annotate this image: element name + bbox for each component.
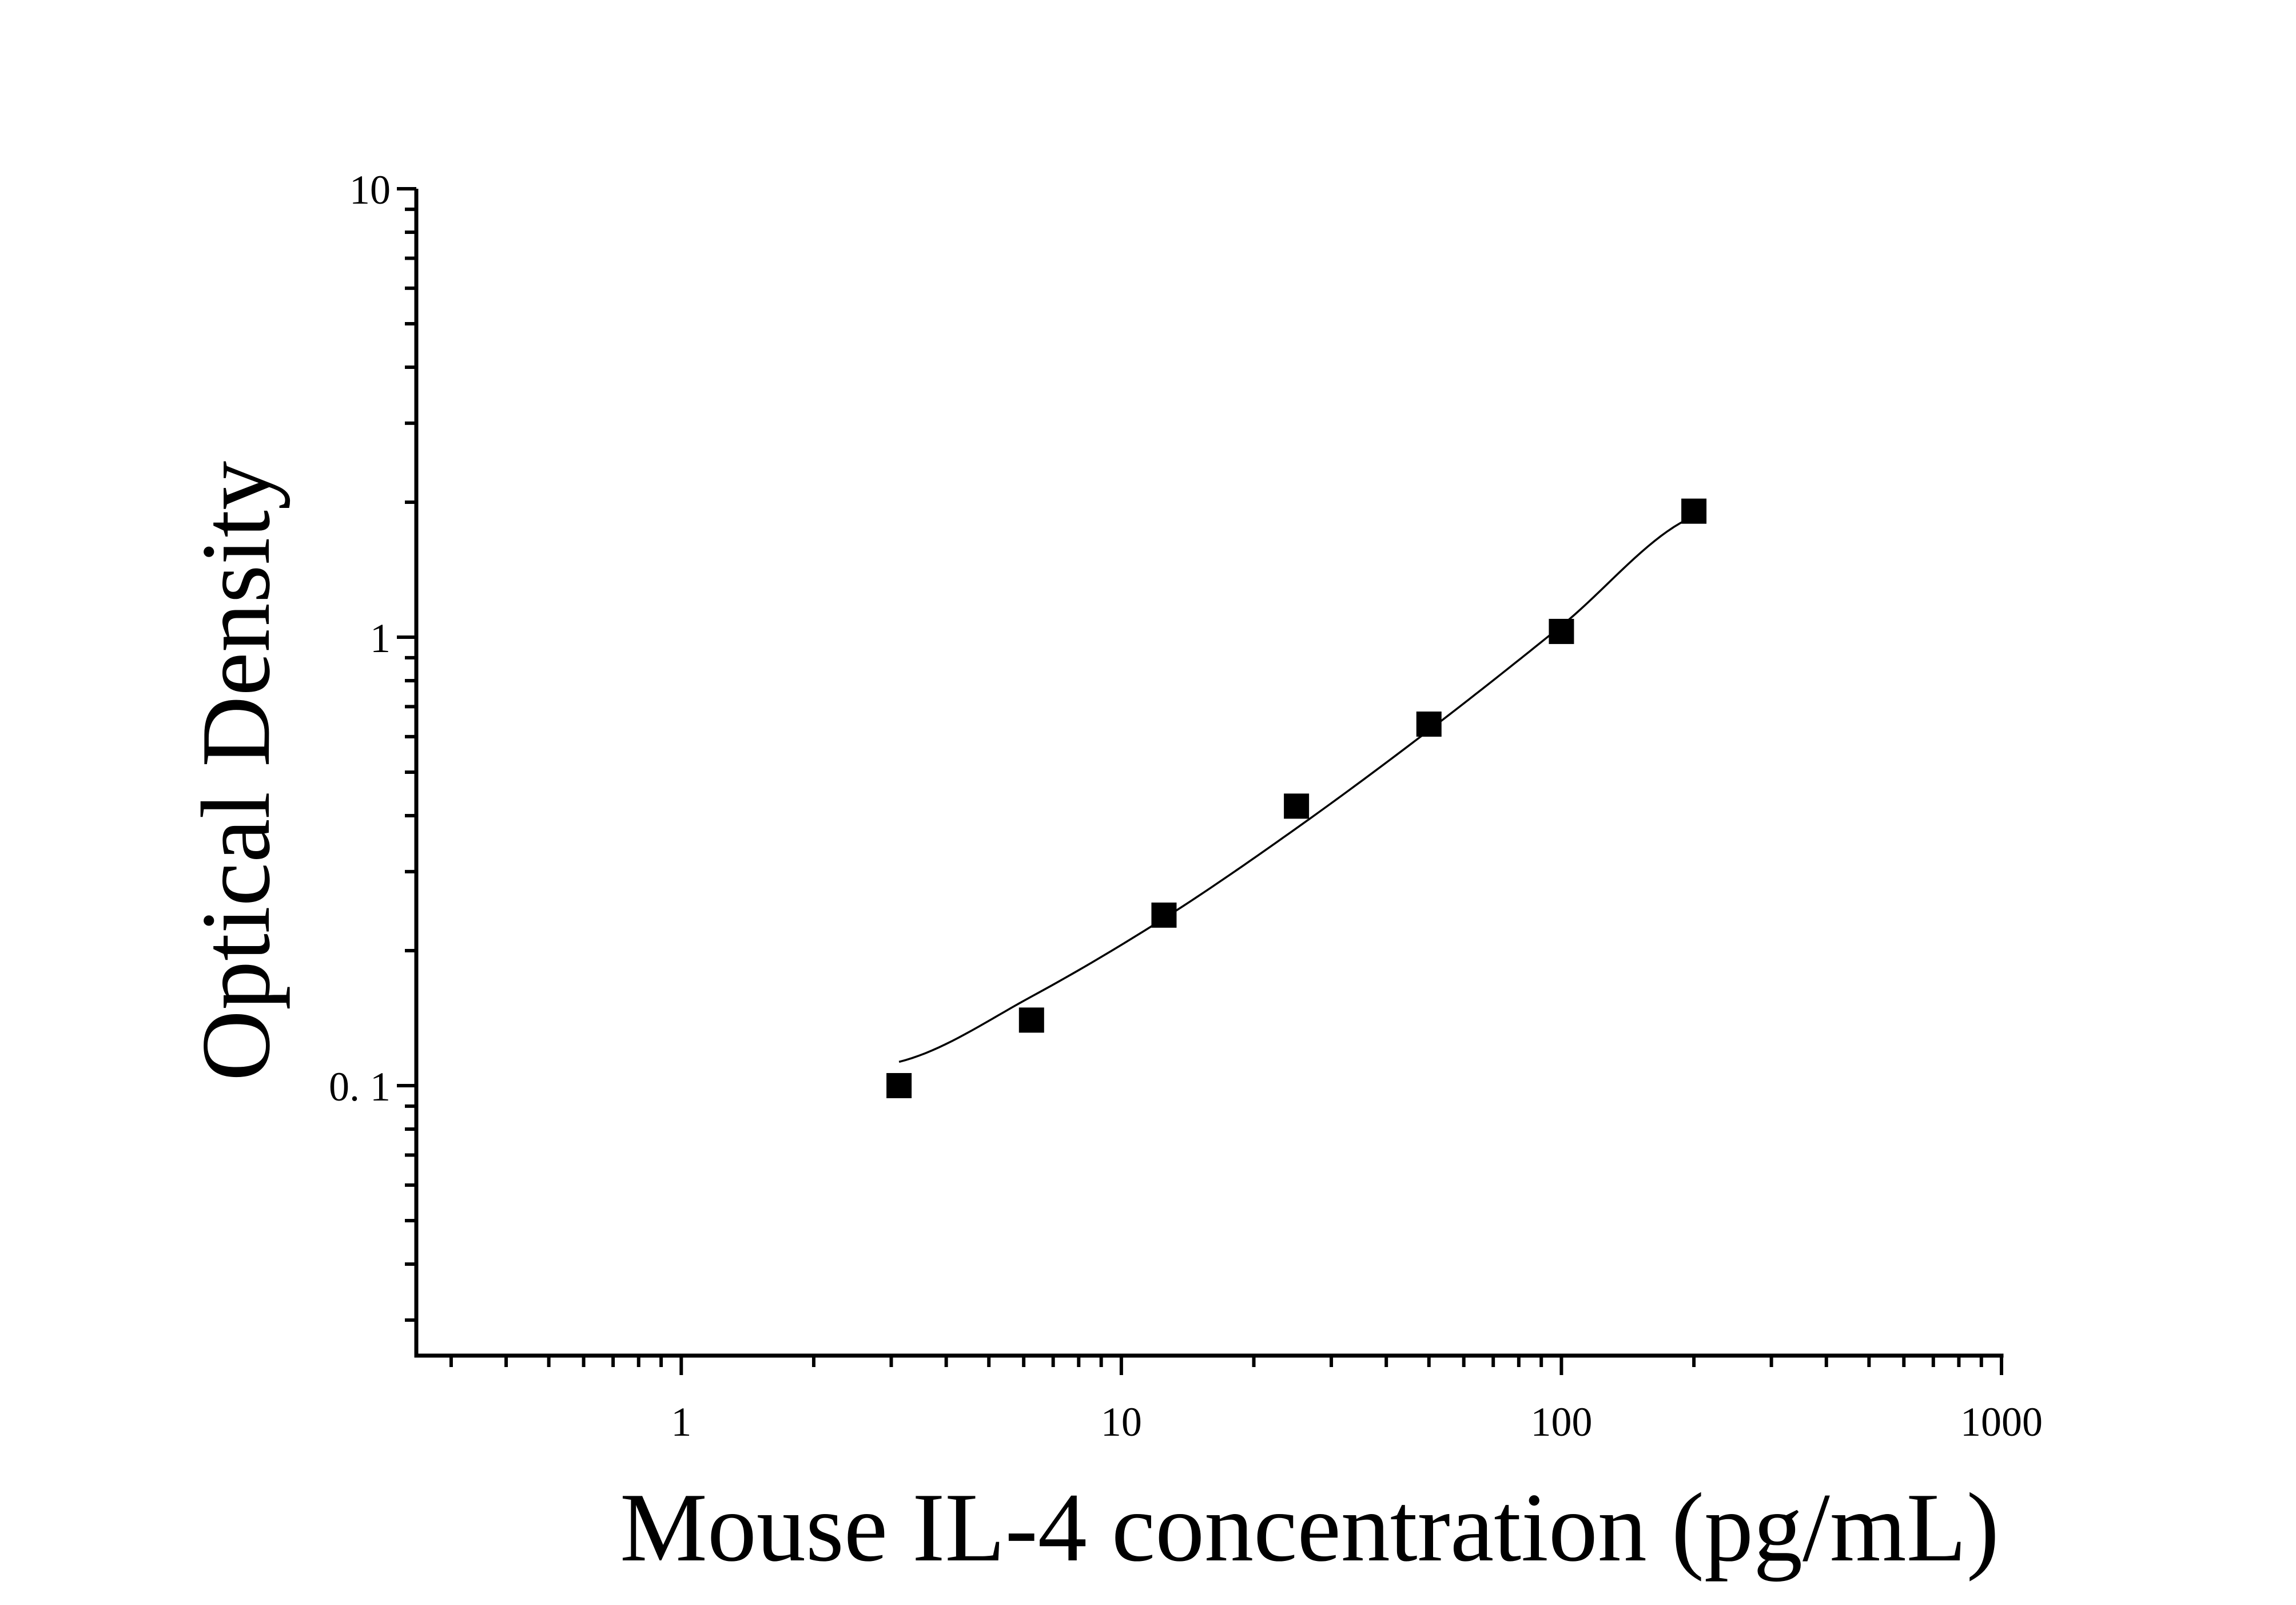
data-points [886, 498, 1707, 1098]
y-tick-label: 1 [370, 615, 391, 661]
x-tick-label: 1000 [1960, 1399, 2043, 1445]
data-point [886, 1072, 912, 1098]
data-point [1681, 498, 1707, 524]
data-point [1284, 793, 1310, 819]
x-tick-label: 10 [1101, 1399, 1142, 1445]
data-point [1416, 711, 1442, 737]
fit-curve-group [898, 515, 1694, 1063]
data-point [1549, 618, 1574, 644]
x-tick-label: 1 [671, 1399, 691, 1445]
y-axis-title: Optical Density [182, 461, 291, 1081]
y-tick-label: 0. 1 [329, 1064, 391, 1110]
axes [397, 187, 2004, 1375]
data-point [1151, 902, 1177, 928]
x-axis-title: Mouse IL-4 concentration (pg/mL) [620, 1473, 1999, 1582]
data-point [1018, 1007, 1044, 1033]
x-tick-label: 100 [1530, 1399, 1592, 1445]
tick-labels: 1 10 100 1000 0. 1 1 10 [329, 167, 2043, 1445]
y-tick-label: 10 [349, 167, 391, 213]
fit-curve [898, 515, 1694, 1063]
